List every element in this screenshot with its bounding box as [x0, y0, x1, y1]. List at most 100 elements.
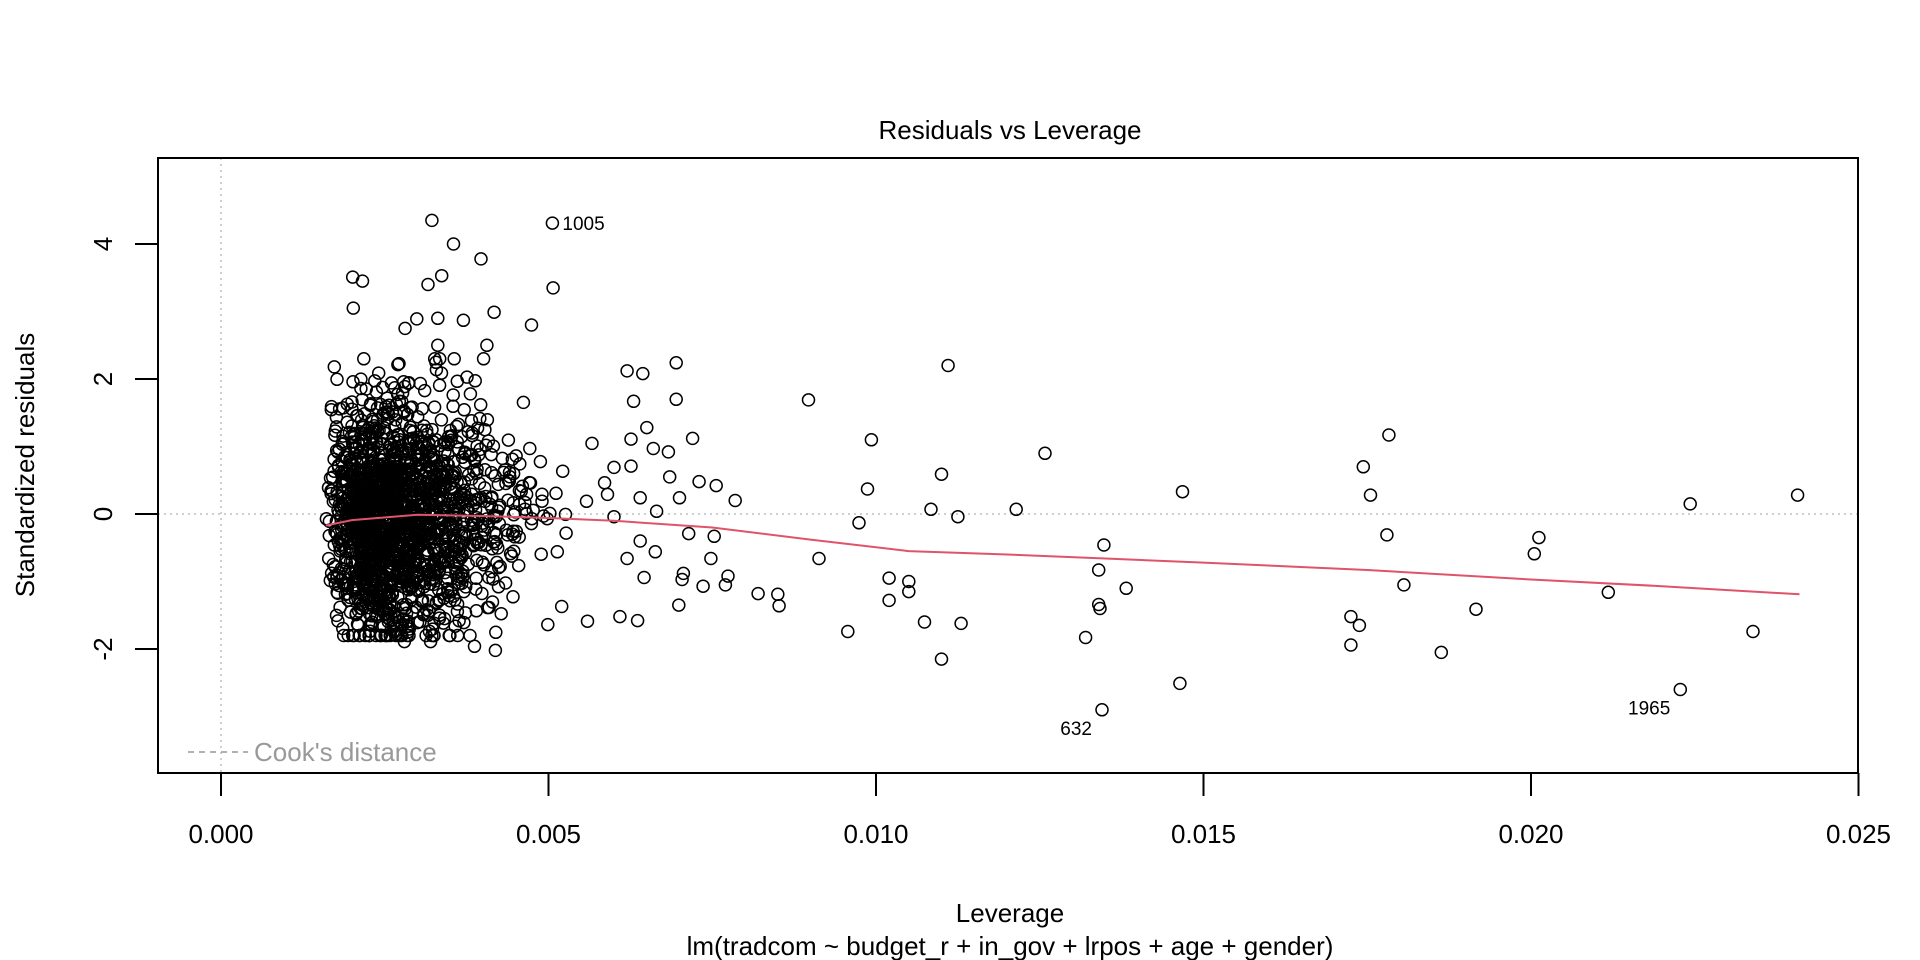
data-point	[435, 549, 449, 564]
data-point	[1175, 484, 1190, 499]
data-point	[1673, 682, 1688, 697]
data-point	[450, 374, 465, 389]
data-point	[535, 487, 549, 502]
data-point	[357, 352, 371, 366]
data-point	[392, 615, 407, 629]
data-point	[597, 476, 612, 490]
data-point	[360, 489, 374, 504]
data-point	[324, 399, 339, 414]
data-point	[345, 628, 360, 643]
data-point	[397, 404, 411, 418]
data-point	[429, 595, 444, 610]
data-point	[329, 410, 344, 425]
data-point	[1352, 618, 1367, 633]
data-point	[676, 566, 691, 581]
data-point	[685, 431, 700, 446]
data-point	[499, 476, 513, 491]
data-point	[398, 379, 412, 394]
data-point	[637, 570, 651, 585]
data-point	[395, 478, 410, 493]
data-point	[636, 366, 650, 381]
data-point	[419, 423, 434, 438]
x-tick-label: 0.005	[516, 819, 581, 849]
data-point	[417, 383, 432, 398]
data-point	[507, 544, 521, 559]
data-point	[411, 538, 426, 552]
data-point	[633, 491, 647, 505]
data-point	[447, 558, 462, 572]
data-point	[480, 520, 494, 534]
data-point	[486, 535, 501, 549]
data-point	[507, 530, 522, 544]
data-point	[704, 551, 718, 566]
data-point	[450, 475, 464, 489]
data-point	[408, 525, 423, 539]
data-point	[1434, 645, 1449, 660]
data-point	[934, 652, 949, 666]
y-tick-label: 2	[88, 372, 118, 386]
data-point	[346, 375, 360, 389]
data-point	[401, 538, 416, 552]
data-point	[349, 570, 363, 585]
data-point	[1344, 609, 1358, 624]
data-point	[390, 387, 405, 402]
y-tick-label: 4	[88, 237, 118, 251]
y-axis-label: Standardized residuals	[10, 333, 40, 598]
data-point	[421, 277, 435, 292]
data-point	[436, 454, 451, 468]
data-point	[1363, 488, 1378, 502]
data-point	[360, 591, 375, 605]
data-point	[328, 577, 343, 591]
data-point	[620, 551, 634, 566]
data-point	[434, 268, 449, 283]
data-point	[399, 597, 414, 612]
data-point	[418, 453, 432, 468]
data-point	[707, 529, 721, 544]
data-point	[350, 529, 364, 544]
data-point	[368, 536, 382, 551]
data-point	[1093, 601, 1107, 616]
data-point	[512, 497, 527, 512]
data-point	[445, 468, 460, 483]
data-point	[454, 429, 469, 444]
data-point	[331, 586, 345, 600]
data-point	[380, 405, 395, 419]
data-point	[1091, 563, 1106, 577]
data-point	[497, 463, 512, 477]
data-point	[607, 509, 621, 524]
data-point	[607, 460, 621, 475]
data-point	[1527, 547, 1542, 561]
data-point	[447, 352, 461, 366]
data-point	[669, 392, 683, 407]
smooth-line	[325, 513, 1800, 596]
data-point	[398, 321, 412, 336]
data-point	[661, 445, 676, 459]
data-point	[437, 531, 451, 546]
data-point	[917, 615, 932, 629]
data-point	[1746, 624, 1760, 639]
data-point	[545, 216, 560, 230]
data-point	[336, 628, 351, 643]
data-point	[450, 628, 465, 643]
data-point	[433, 524, 447, 538]
data-point	[348, 441, 363, 455]
data-point	[362, 588, 376, 603]
data-point	[354, 381, 368, 396]
data-point	[477, 558, 491, 572]
x-tick-label: 0.020	[1498, 819, 1563, 849]
data-point	[432, 378, 447, 393]
data-point	[458, 606, 473, 620]
data-point	[340, 397, 355, 411]
data-point	[648, 545, 663, 559]
data-point	[426, 577, 441, 592]
data-point	[362, 513, 376, 528]
data-point	[1380, 528, 1394, 542]
data-point	[363, 398, 378, 412]
data-point	[470, 439, 484, 453]
data-point	[585, 436, 599, 451]
data-point	[1095, 703, 1109, 717]
data-point	[327, 360, 342, 374]
data-point	[488, 469, 502, 483]
data-point	[329, 420, 344, 434]
legend-label: Cook's distance	[254, 737, 437, 767]
